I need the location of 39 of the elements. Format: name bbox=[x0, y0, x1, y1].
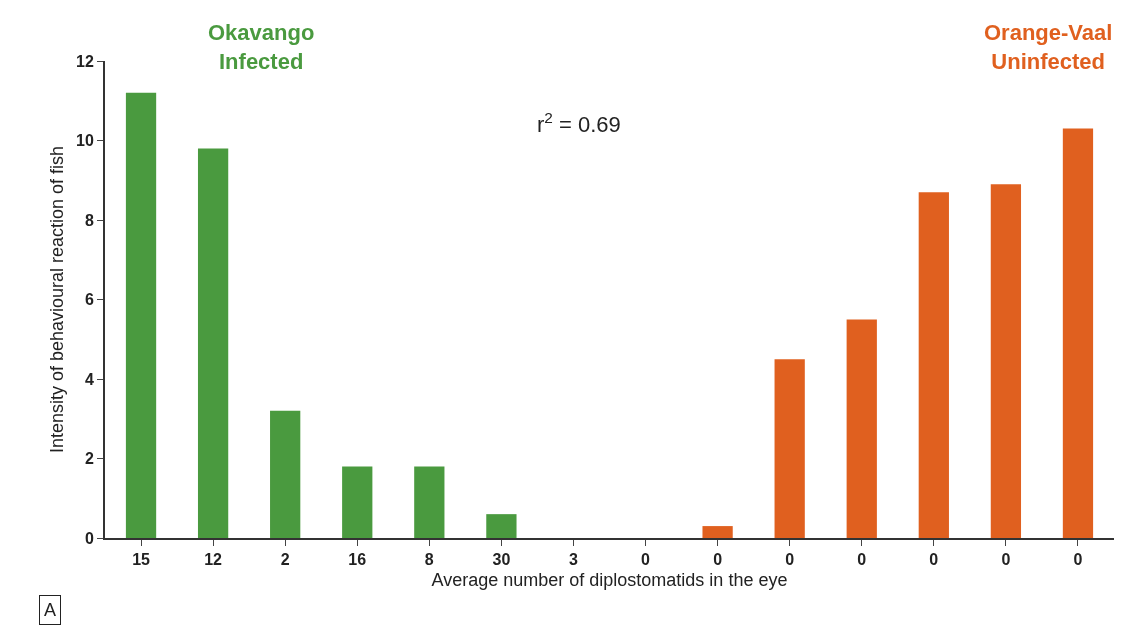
bar bbox=[702, 526, 733, 538]
x-tick-label: 3 bbox=[569, 551, 579, 569]
x-tick-label: 8 bbox=[424, 551, 434, 569]
x-tick-label: 16 bbox=[348, 551, 367, 569]
bar bbox=[270, 410, 301, 538]
bar bbox=[125, 92, 157, 538]
y-axis-title: Intensity of behavioural reaction of fish bbox=[46, 145, 67, 454]
x-tick-label: 0 bbox=[929, 551, 939, 569]
bar bbox=[414, 466, 445, 538]
bar bbox=[1062, 128, 1094, 538]
bar bbox=[846, 319, 877, 538]
bar bbox=[918, 192, 949, 538]
x-tick-label: 0 bbox=[713, 551, 723, 569]
y-tick-label: 10 bbox=[76, 132, 94, 150]
x-axis-title: Average number of diplostomatids in the eye bbox=[431, 569, 788, 590]
x-tick-label: 0 bbox=[785, 551, 795, 569]
bar bbox=[486, 514, 517, 538]
x-tick-label: 0 bbox=[1001, 551, 1011, 569]
x-tick-label: 0 bbox=[641, 551, 651, 569]
y-tick-label: 4 bbox=[84, 370, 94, 388]
bar bbox=[774, 359, 805, 538]
y-tick-label: 12 bbox=[76, 52, 94, 70]
x-tick-label: 12 bbox=[204, 551, 223, 569]
bar bbox=[197, 148, 229, 538]
text: A bbox=[44, 600, 57, 620]
x-tick-label: 2 bbox=[280, 551, 290, 569]
y-tick-label: 2 bbox=[84, 450, 94, 468]
x-tick-label: 30 bbox=[492, 551, 511, 569]
x-tick-label: 0 bbox=[1073, 551, 1083, 569]
bar bbox=[990, 184, 1022, 538]
x-tick-label: 15 bbox=[132, 551, 151, 569]
y-tick-label: 0 bbox=[84, 529, 94, 547]
y-tick-label: 6 bbox=[84, 291, 94, 309]
annotation: Okavango Infected bbox=[208, 20, 315, 74]
x-tick-label: 0 bbox=[857, 551, 867, 569]
bar bbox=[342, 466, 373, 538]
y-tick-label: 8 bbox=[84, 211, 94, 229]
annotation: Orange-Vaal Uninfected bbox=[984, 20, 1113, 74]
annotation: r$^{2}$ = 0.69 bbox=[537, 109, 621, 138]
